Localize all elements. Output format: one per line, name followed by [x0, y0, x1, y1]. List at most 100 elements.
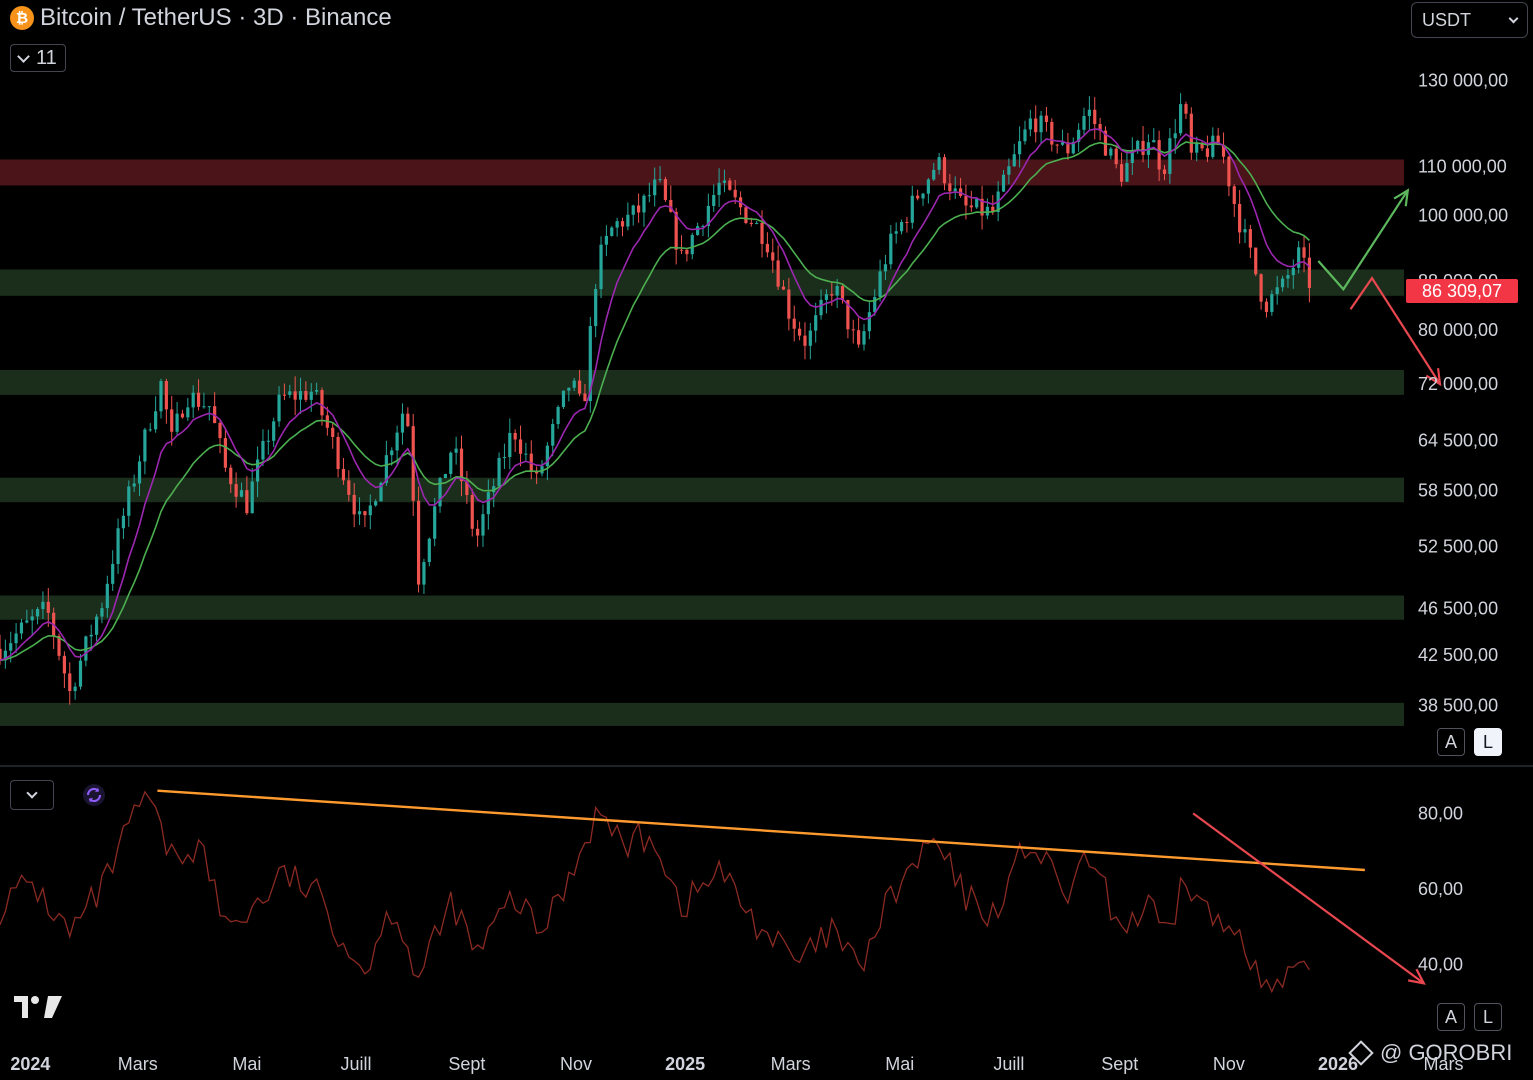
- price-tick-label: 58 500,00: [1418, 481, 1498, 501]
- chevron-down-icon: [17, 49, 30, 63]
- rsi-axis[interactable]: 80,00 60,00 40,00: [1418, 803, 1463, 974]
- candle-up: [808, 330, 812, 346]
- rsi-collapse-button[interactable]: [10, 780, 54, 810]
- candle-up: [755, 222, 759, 224]
- candle-up: [1270, 294, 1274, 312]
- candle-up: [73, 686, 77, 692]
- candle-down: [765, 243, 769, 253]
- candle-down: [0, 648, 2, 661]
- candle-down: [637, 205, 641, 213]
- auto-scale-button[interactable]: A: [1437, 728, 1465, 756]
- candle-down: [760, 222, 764, 244]
- candle-up: [121, 515, 126, 529]
- candle-down: [583, 393, 587, 402]
- candle-down: [749, 223, 753, 225]
- projection-arrow-0: [1317, 189, 1409, 292]
- rsi-down-arrow: [1192, 812, 1425, 985]
- candle-up: [642, 195, 646, 213]
- time-tick-label: Mai: [885, 1054, 914, 1074]
- candle-up: [722, 180, 727, 183]
- candle-down: [459, 448, 464, 482]
- rsi-auto-scale-button[interactable]: A: [1437, 1003, 1465, 1031]
- candle-up: [1125, 163, 1129, 182]
- time-axis[interactable]: 2024 Mars Mai Juill Sept Nov 2025 Mars Mai Juill S…: [10, 1054, 1463, 1074]
- price-tick-label: 38 500,00: [1418, 696, 1498, 716]
- candle-up: [1060, 142, 1065, 145]
- price-tick-label: 64 500,00: [1418, 431, 1498, 451]
- candle-down: [1050, 121, 1054, 145]
- candle-down: [1248, 229, 1252, 248]
- candle-up: [30, 616, 34, 621]
- candle-up: [449, 452, 453, 474]
- candle-up: [309, 391, 313, 400]
- candle-down: [948, 183, 952, 192]
- candle-up: [255, 459, 260, 482]
- log-scale-button[interactable]: L: [1474, 728, 1502, 756]
- support-zone-2: [0, 370, 1404, 395]
- support-zone-5: [0, 702, 1404, 726]
- candle-down: [744, 207, 748, 224]
- candle-down: [416, 500, 421, 585]
- candle-down: [1200, 143, 1204, 149]
- candle-up: [427, 538, 431, 563]
- price-tick-label: 110 000,00: [1418, 156, 1507, 176]
- time-tick-label: Mai: [232, 1054, 261, 1074]
- candle-down: [771, 252, 775, 261]
- candle-down: [1093, 109, 1097, 125]
- candle-up: [1291, 267, 1295, 276]
- candle-down: [1034, 118, 1038, 133]
- candle-up: [1077, 129, 1081, 142]
- support-zone-1: [0, 269, 1404, 296]
- price-tick-label: 100 000,00: [1418, 205, 1508, 225]
- ema-fast-line: [0, 128, 1310, 662]
- projection-arrow-0-head: [1393, 188, 1410, 207]
- candle-down: [577, 380, 582, 394]
- candle-up: [594, 288, 598, 327]
- candle-up: [357, 511, 362, 515]
- candle-up: [374, 501, 378, 506]
- price-tick-label: 80 000,00: [1418, 320, 1498, 340]
- candle-up: [492, 486, 496, 493]
- candle-up: [186, 407, 190, 418]
- candle-up: [159, 381, 163, 412]
- candle-down: [529, 453, 533, 471]
- candle-up: [1001, 174, 1006, 192]
- candle-up: [390, 450, 394, 456]
- projection-arrow-1: [1349, 276, 1441, 385]
- candle-down: [1098, 124, 1102, 131]
- rsi-down-arrow-head: [1407, 968, 1426, 985]
- bitcoin-icon: ₿: [10, 6, 34, 30]
- diamond-icon: [1348, 1040, 1374, 1066]
- last-price-tag: [1406, 278, 1518, 303]
- ema-slow-line: [0, 141, 1310, 662]
- candle-down: [781, 286, 786, 290]
- candle-up: [1071, 141, 1075, 154]
- candle-up: [368, 505, 372, 516]
- candle-up: [272, 421, 276, 441]
- sync-icon[interactable]: [82, 783, 106, 807]
- currency-select[interactable]: USDT: [1411, 2, 1528, 38]
- candle-down: [733, 189, 737, 198]
- author-watermark: @ GOROBRI: [1348, 1040, 1512, 1066]
- candle-down: [406, 413, 410, 427]
- indicators-toggle-button[interactable]: 11: [10, 44, 66, 72]
- candle-up: [1179, 104, 1183, 134]
- candle-down: [846, 300, 850, 330]
- candle-up: [545, 445, 549, 467]
- candle-down: [465, 481, 469, 496]
- candle-down: [223, 438, 227, 468]
- symbol-header[interactable]: ₿ Bitcoin / TetherUS · 3D · Binance: [10, 4, 392, 32]
- candle-up: [1195, 143, 1199, 153]
- candle-up: [94, 616, 99, 635]
- rsi-log-scale-button[interactable]: L: [1474, 1003, 1502, 1031]
- candle-down: [1307, 257, 1312, 288]
- candle-up: [137, 461, 142, 484]
- candle-down: [1189, 113, 1193, 153]
- time-tick-label: Nov: [1213, 1054, 1245, 1074]
- candle-up: [497, 457, 501, 487]
- candle-up: [502, 457, 507, 459]
- symbol-title[interactable]: Bitcoin / TetherUS · 3D · Binance: [40, 4, 392, 31]
- candle-down: [1254, 247, 1258, 275]
